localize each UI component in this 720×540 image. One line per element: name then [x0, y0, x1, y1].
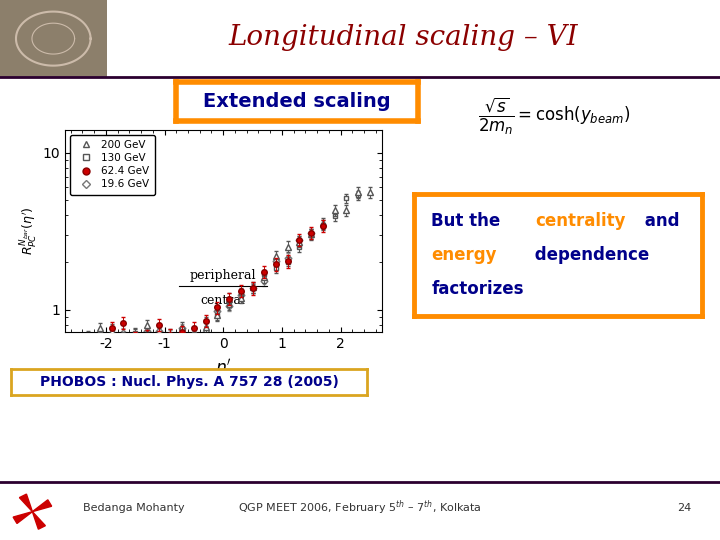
X-axis label: $\eta'$: $\eta'$ [215, 356, 231, 380]
Text: centrality: centrality [535, 212, 626, 230]
Text: $\dfrac{\sqrt{s}}{2m_n} = \cosh(y_{beam})$: $\dfrac{\sqrt{s}}{2m_n} = \cosh(y_{beam}… [478, 96, 631, 137]
Polygon shape [32, 500, 52, 512]
Text: Extended scaling: Extended scaling [203, 92, 391, 111]
Y-axis label: $R_{PC}^{N_{bar}}(\eta')$: $R_{PC}^{N_{bar}}(\eta')$ [19, 206, 40, 255]
Polygon shape [19, 494, 32, 512]
Legend: 200 GeV, 130 GeV, 62.4 GeV, 19.6 GeV: 200 GeV, 130 GeV, 62.4 GeV, 19.6 GeV [70, 135, 155, 194]
Text: Longitudinal scaling – VI: Longitudinal scaling – VI [228, 24, 578, 51]
Text: But the: But the [431, 212, 506, 230]
Polygon shape [32, 512, 45, 529]
Text: central: central [201, 294, 246, 307]
Text: energy: energy [431, 246, 497, 264]
Text: Bedanga Mohanty: Bedanga Mohanty [83, 503, 184, 512]
Text: QGP MEET 2006, February 5$^{th}$ – 7$^{th}$, Kolkata: QGP MEET 2006, February 5$^{th}$ – 7$^{t… [238, 498, 482, 517]
Polygon shape [13, 512, 32, 523]
Text: and: and [639, 212, 679, 230]
Text: dependence: dependence [529, 246, 649, 264]
Text: peripheral: peripheral [190, 269, 256, 282]
Text: PHOBOS : Nucl. Phys. A 757 28 (2005): PHOBOS : Nucl. Phys. A 757 28 (2005) [40, 375, 338, 389]
Text: factorizes: factorizes [431, 280, 523, 298]
Text: 24: 24 [677, 503, 691, 512]
